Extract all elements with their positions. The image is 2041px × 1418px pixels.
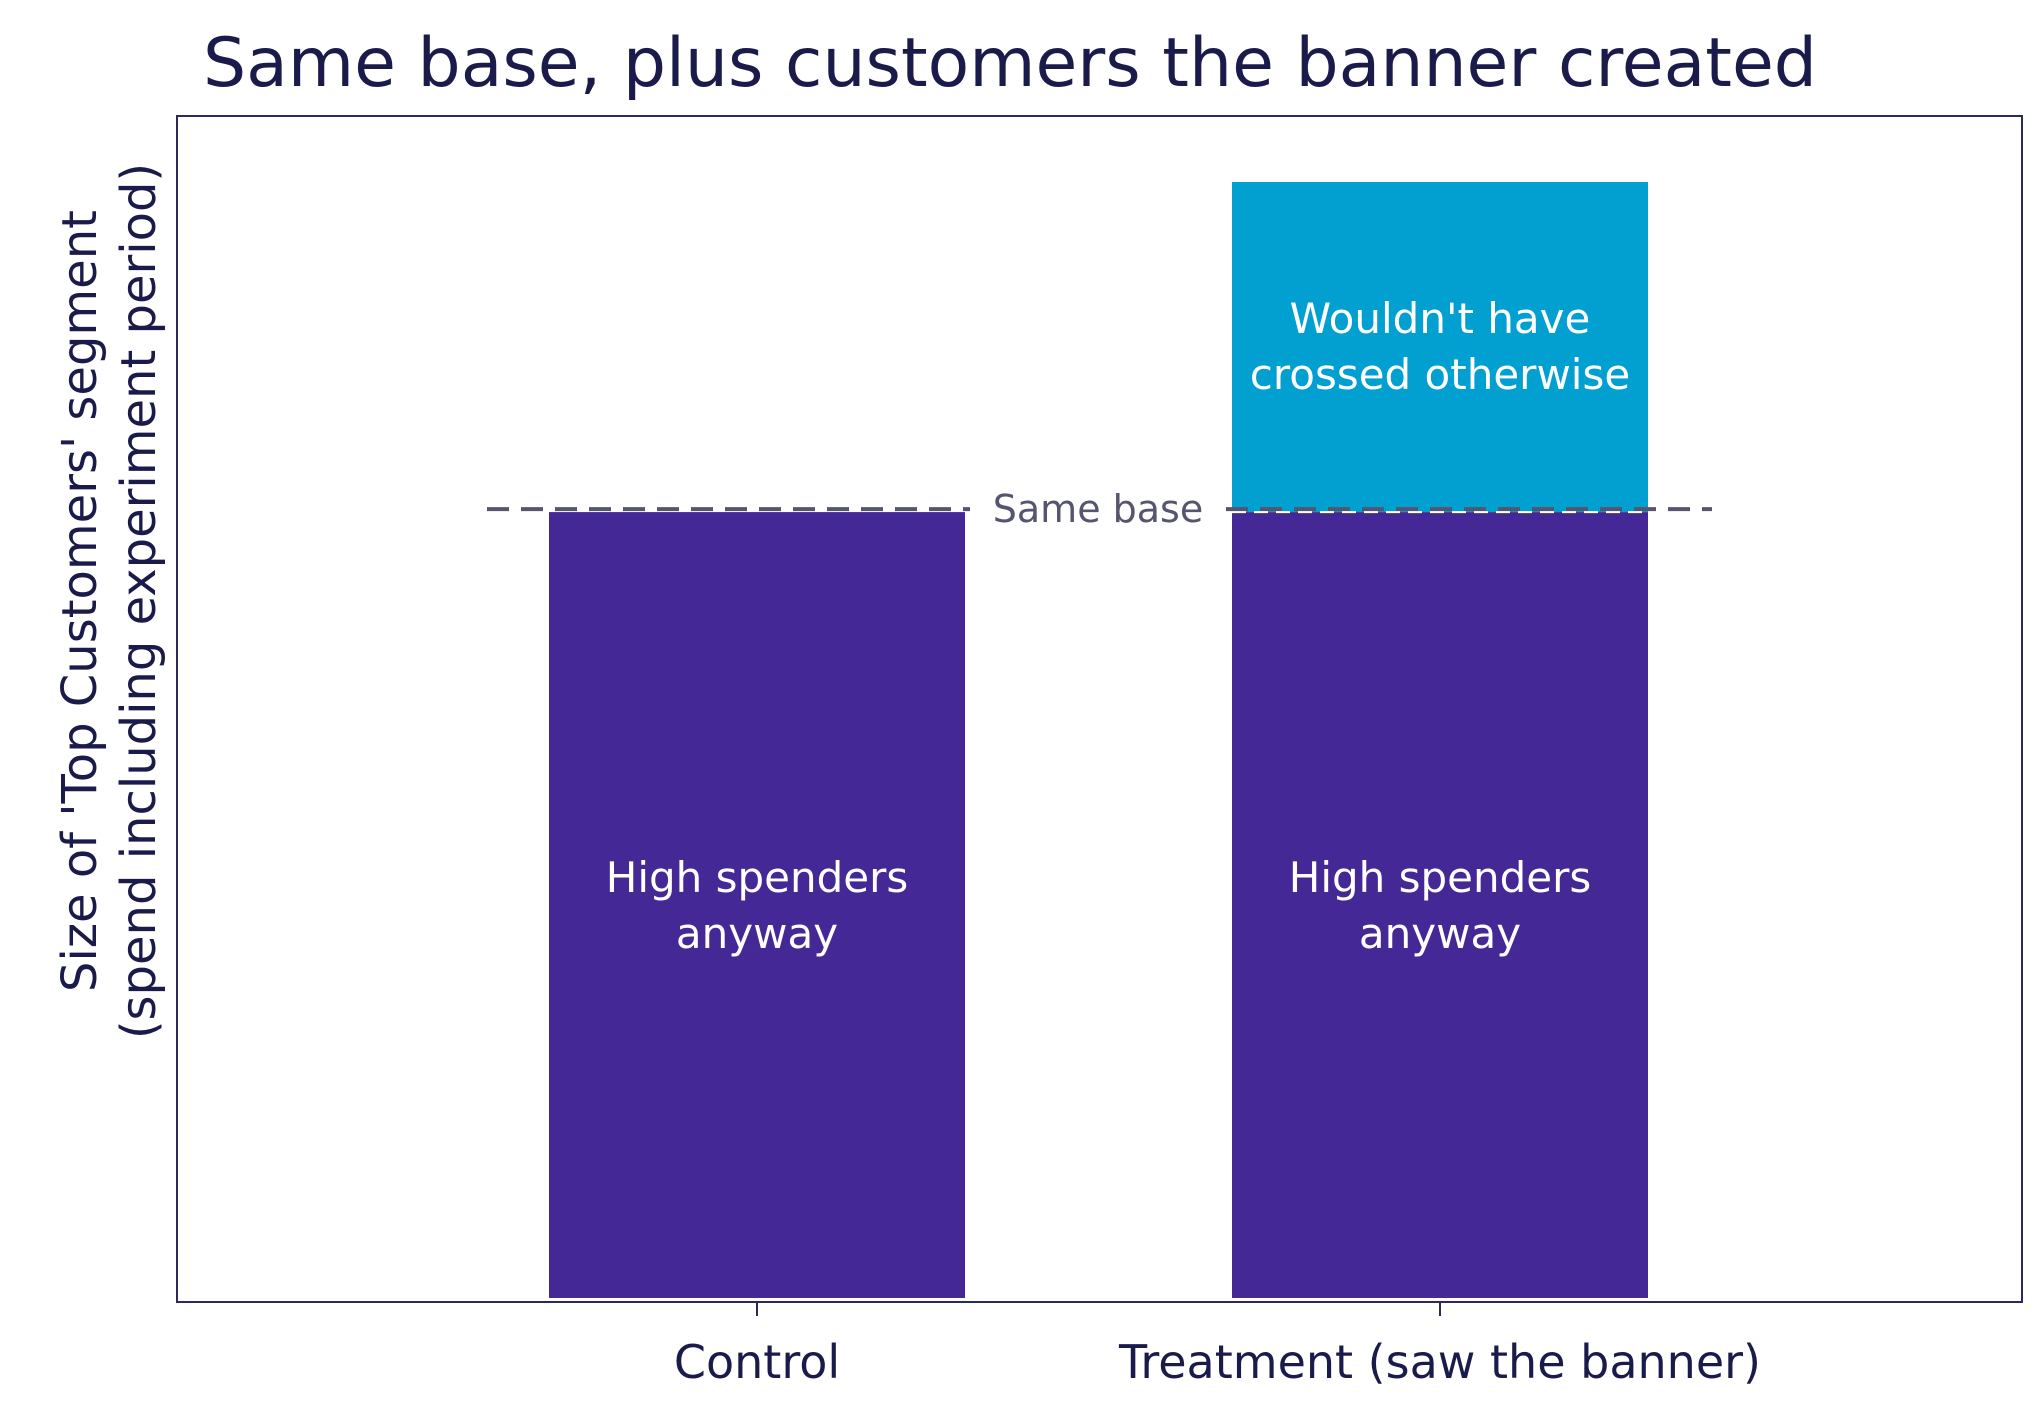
bar-segment-1-1	[549, 512, 965, 1298]
segment-label-2-2: Wouldn't have crossed otherwise	[1250, 291, 1630, 403]
y-axis-label-line-2: (spend including experiment period)	[111, 162, 167, 1040]
segment-label-line-2: anyway	[675, 909, 839, 958]
reference-line-layer	[487, 507, 1712, 514]
segment-label-1-1: High spenders anyway	[606, 850, 909, 962]
x-ticks-layer	[756, 1302, 1441, 1316]
x-tick-label-2: Treatment (saw the banner)	[1118, 1335, 1762, 1389]
chart-title: Same base, plus customers the banner cre…	[203, 24, 1817, 103]
y-axis-label: Size of 'Top Customers' segment (spend i…	[35, 51, 185, 1151]
bar-segment-2-1	[1232, 512, 1648, 1298]
segment-label-line-2: crossed otherwise	[1249, 350, 1631, 400]
reference-line-label: Same base	[992, 487, 1204, 532]
plot-frame	[176, 115, 2023, 1303]
bar-segment-2-2	[1232, 182, 1648, 513]
y-axis-label-line-1: Size of 'Top Customers' segment	[52, 210, 109, 992]
x-tick-label-1: Control	[673, 1335, 841, 1389]
segment-label-line-2: anyway	[1358, 909, 1522, 958]
segment-label-line-1: Wouldn't have	[1289, 294, 1591, 344]
bars-layer	[549, 182, 1648, 1298]
segment-label-line-1: High spenders	[1288, 853, 1592, 903]
segment-label-line-1: High spenders	[605, 853, 909, 903]
segment-label-2-1: High spenders anyway	[1289, 850, 1592, 962]
